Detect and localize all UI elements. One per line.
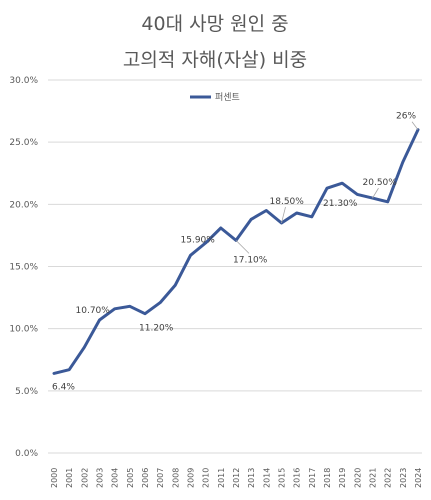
x-tick-label: 2001	[65, 468, 74, 488]
data-label: 20.50%	[363, 178, 398, 188]
data-point	[325, 186, 329, 190]
series-group	[52, 128, 420, 375]
data-point	[83, 346, 86, 349]
data-point	[219, 226, 223, 230]
x-tick-label: 2003	[96, 468, 105, 488]
data-label: 18.50%	[270, 197, 305, 207]
data-label: 10.70%	[76, 306, 111, 316]
x-tick-label: 2018	[323, 468, 332, 488]
x-tick-label: 2021	[369, 468, 378, 488]
x-tick-label: 2013	[247, 468, 256, 488]
data-point	[310, 215, 314, 218]
y-tick-label: 30.0%	[9, 76, 38, 86]
x-tick-label: 2022	[384, 468, 393, 488]
y-tick-label: 10.0%	[9, 325, 38, 335]
x-tick-label: 2012	[232, 468, 241, 488]
x-tick-label: 2008	[171, 468, 180, 488]
x-axis: 2000 2001 2002 2003 2004 2005 2006 2007 2008 2009…	[50, 468, 423, 488]
data-label-leader	[235, 240, 250, 254]
x-tick-label: 2019	[338, 468, 347, 488]
data-point	[189, 254, 192, 257]
x-tick-label: 2009	[187, 468, 196, 488]
data-point	[113, 307, 116, 310]
y-tick-label: 5.0%	[15, 387, 38, 397]
gridlines	[48, 79, 422, 454]
data-point	[204, 241, 207, 245]
data-point	[249, 218, 253, 221]
y-tick-label: 15.0%	[9, 263, 38, 273]
chart-title-line-1: 40대 사망 원인 중	[141, 13, 288, 35]
data-point	[295, 211, 298, 215]
data-point	[158, 301, 162, 304]
x-tick-label: 2006	[141, 468, 150, 488]
x-tick-label: 2007	[156, 468, 165, 488]
data-label-leader	[372, 187, 379, 199]
data-label: 11.20%	[139, 324, 174, 334]
y-tick-label: 20.0%	[9, 200, 38, 210]
x-tick-label: 2004	[111, 468, 120, 488]
x-tick-label: 2011	[217, 468, 226, 488]
data-label-leader	[281, 206, 286, 224]
data-point	[52, 372, 56, 375]
x-tick-label: 2024	[414, 468, 423, 488]
data-point	[265, 209, 268, 212]
x-tick-label: 2002	[80, 468, 89, 488]
data-label: 17.10%	[233, 255, 268, 265]
data-label: 21.30%	[323, 199, 358, 209]
chart-title-line-2: 고의적 자해(자살) 비중	[123, 49, 307, 71]
chart-title: 40대 사망 원인 중 고의적 자해(자살) 비중	[123, 13, 307, 71]
data-point	[128, 305, 132, 308]
x-tick-label: 2015	[278, 468, 287, 488]
x-tick-label: 2014	[262, 468, 271, 488]
data-point	[98, 318, 101, 322]
x-tick-label: 2000	[50, 468, 59, 488]
y-tick-label: 0.0%	[15, 449, 38, 459]
data-label: 26%	[396, 112, 416, 122]
data-point	[340, 181, 344, 185]
data-point	[143, 312, 147, 315]
legend-label: 퍼센트	[215, 92, 240, 103]
series-line	[52, 128, 420, 375]
data-point	[401, 160, 405, 164]
data-labels: 6.4% 10.70% 11.20% 15.90% 17.10% 18.50% 21.30%…	[52, 112, 419, 392]
data-point	[174, 283, 177, 287]
x-tick-label: 2005	[126, 468, 135, 488]
data-label: 15.90%	[181, 235, 216, 245]
data-point	[67, 368, 71, 371]
data-label: 6.4%	[52, 382, 75, 392]
data-label-leader	[411, 121, 419, 130]
data-point	[386, 200, 389, 204]
x-tick-label: 2023	[399, 468, 408, 488]
x-tick-label: 2017	[308, 468, 317, 488]
y-tick-label: 25.0%	[9, 138, 38, 148]
chart-legend: 퍼센트	[190, 92, 240, 103]
x-tick-label: 2020	[353, 468, 362, 488]
x-tick-label: 2016	[293, 468, 302, 488]
data-point	[356, 193, 359, 196]
y-axis: 0.0% 5.0% 10.0% 15.0% 20.0% 25.0% 30.0%	[9, 76, 38, 459]
x-tick-label: 2010	[202, 468, 211, 488]
